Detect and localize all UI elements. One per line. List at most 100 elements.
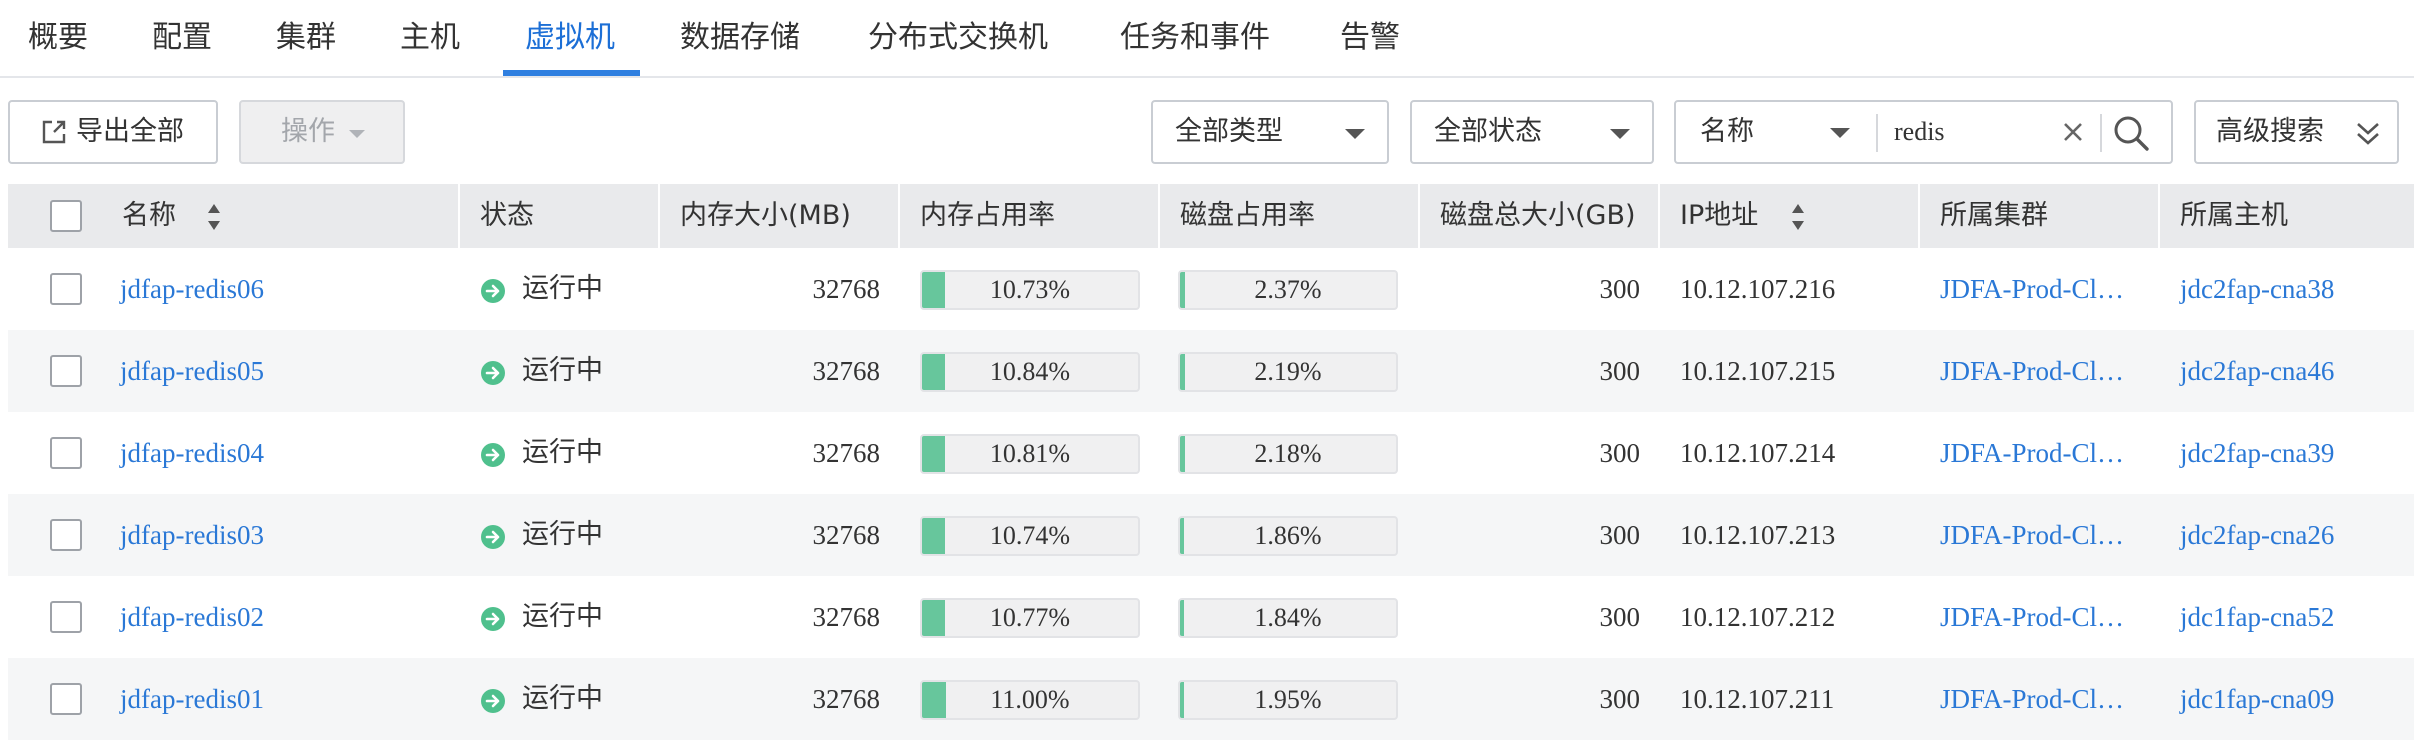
row-checkbox[interactable] [50,273,82,305]
col-header-ip: IP地址 [1680,200,1759,231]
cluster-link[interactable]: JDFA-Prod-Cl… [1940,356,2125,386]
tab-tasks-events[interactable]: 任务和事件 [1120,20,1270,55]
column-separator [1418,184,1420,248]
memory-usage-bar: 10.81% [920,434,1140,474]
search-input[interactable] [1894,112,2044,152]
column-separator [458,184,460,248]
col-header-host: 所属主机 [2180,200,2288,231]
ip-address: 10.12.107.212 [1680,602,1836,632]
table-row[interactable]: jdfap-redis04 运行中 32768 10.81% 2.18% 300 10.12… [8,412,2414,494]
host-link[interactable]: jdc2fap-cna38 [2180,274,2335,304]
advanced-search-button[interactable]: 高级搜索 [2194,100,2399,164]
running-status-icon [481,607,505,631]
ip-address: 10.12.107.214 [1680,438,1836,468]
table-row[interactable]: jdfap-redis02 运行中 32768 10.77% 1.84% 300 10.12… [8,576,2414,658]
tab-config[interactable]: 配置 [152,20,212,55]
disk-usage-text: 1.86% [1254,521,1322,550]
vm-name-link[interactable]: jdfap-redis02 [120,602,264,632]
disk-usage-fill [1180,354,1185,390]
disk-usage-bar: 1.84% [1178,598,1398,638]
memory-usage-text: 10.84% [989,357,1071,386]
tab-alarms[interactable]: 告警 [1340,20,1400,55]
row-checkbox[interactable] [50,519,82,551]
memory-usage-text: 11.00% [990,685,1070,714]
table-row[interactable]: jdfap-redis06 运行中 32768 10.73% 2.37% 300 10.12… [8,248,2414,330]
cluster-link[interactable]: JDFA-Prod-Cl… [1940,274,2125,304]
table-row[interactable]: jdfap-redis03 运行中 32768 10.74% 1.86% 300 10.12… [8,494,2414,576]
disk-usage-fill [1180,272,1185,308]
cluster-link[interactable]: JDFA-Prod-Cl… [1940,520,2125,550]
export-icon [42,120,66,144]
advanced-search-label: 高级搜索 [2216,116,2324,147]
status-text: 运行中 [522,683,603,714]
vm-name-link[interactable]: jdfap-redis01 [120,684,264,714]
status-text: 运行中 [522,273,603,304]
memory-usage-text: 10.74% [989,521,1071,550]
close-icon[interactable] [2056,114,2090,150]
tab-clusters[interactable]: 集群 [276,20,336,55]
chevron-down-icon [349,130,365,138]
ip-address: 10.12.107.215 [1680,356,1836,386]
row-checkbox[interactable] [50,437,82,469]
row-checkbox[interactable] [50,355,82,387]
memory-usage-fill [922,682,946,718]
host-link[interactable]: jdc1fap-cna09 [2180,684,2335,714]
disk-usage-bar: 1.86% [1178,516,1398,556]
memory-usage-bar: 10.74% [920,516,1140,556]
disk-total-value: 300 [1599,438,1641,468]
type-filter-value: 全部类型 [1175,116,1283,147]
tab-overview[interactable]: 概要 [28,20,88,55]
tab-hosts[interactable]: 主机 [400,20,460,55]
vm-name-link[interactable]: jdfap-redis06 [120,274,264,304]
vm-name-link[interactable]: jdfap-redis03 [120,520,264,550]
vm-name-link[interactable]: jdfap-redis04 [120,438,264,468]
col-header-status: 状态 [480,200,534,231]
disk-total-value: 300 [1599,520,1641,550]
cluster-link[interactable]: JDFA-Prod-Cl… [1940,438,2125,468]
host-link[interactable]: jdc2fap-cna46 [2180,356,2335,386]
select-all-checkbox[interactable] [50,200,82,232]
type-filter-select[interactable]: 全部类型 [1151,100,1389,164]
running-status-icon [481,361,505,385]
tab-distributed-switches[interactable]: 分布式交换机 [868,20,1048,55]
disk-usage-fill [1180,600,1184,636]
disk-usage-bar: 1.95% [1178,680,1398,720]
memory-usage-bar: 10.84% [920,352,1140,392]
chevron-down-icon [1610,129,1630,139]
host-link[interactable]: jdc2fap-cna26 [2180,520,2335,550]
search-field-select[interactable]: 名称 [1676,102,1876,162]
running-status-icon [481,279,505,303]
disk-total-value: 300 [1599,684,1641,714]
table-row[interactable]: jdfap-redis05 运行中 32768 10.84% 2.19% 300 10.12… [8,330,2414,412]
memory-usage-fill [922,600,945,636]
table-row[interactable]: jdfap-redis01 运行中 32768 11.00% 1.95% 300 10.12… [8,658,2414,740]
row-checkbox[interactable] [50,601,82,633]
vm-name-link[interactable]: jdfap-redis05 [120,356,264,386]
memory-usage-fill [922,518,945,554]
tab-datastores[interactable]: 数据存储 [680,20,800,55]
export-all-button[interactable]: 导出全部 [8,100,218,164]
disk-usage-text: 1.84% [1254,603,1322,632]
export-all-label: 导出全部 [76,116,184,147]
cluster-link[interactable]: JDFA-Prod-Cl… [1940,602,2125,632]
disk-usage-text: 1.95% [1254,685,1322,714]
chevron-down-icon [1830,128,1850,138]
sort-icon[interactable] [206,202,222,232]
sort-icon[interactable] [1790,202,1806,232]
search-icon[interactable] [2108,110,2154,156]
host-link[interactable]: jdc2fap-cna39 [2180,438,2335,468]
memory-size-value: 32768 [812,520,881,550]
top-tab-nav: 概要 配置 集群 主机 虚拟机 数据存储 分布式交换机 任务和事件 告警 [0,0,2414,78]
operations-button[interactable]: 操作 [239,100,405,164]
memory-usage-fill [922,436,945,472]
host-link[interactable]: jdc1fap-cna52 [2180,602,2335,632]
disk-usage-bar: 2.37% [1178,270,1398,310]
memory-size-value: 32768 [812,438,881,468]
status-filter-select[interactable]: 全部状态 [1410,100,1654,164]
row-checkbox[interactable] [50,683,82,715]
tab-vms[interactable]: 虚拟机 [525,20,615,55]
cluster-link[interactable]: JDFA-Prod-Cl… [1940,684,2125,714]
column-separator [658,184,660,248]
memory-size-value: 32768 [812,356,881,386]
memory-usage-bar: 10.77% [920,598,1140,638]
